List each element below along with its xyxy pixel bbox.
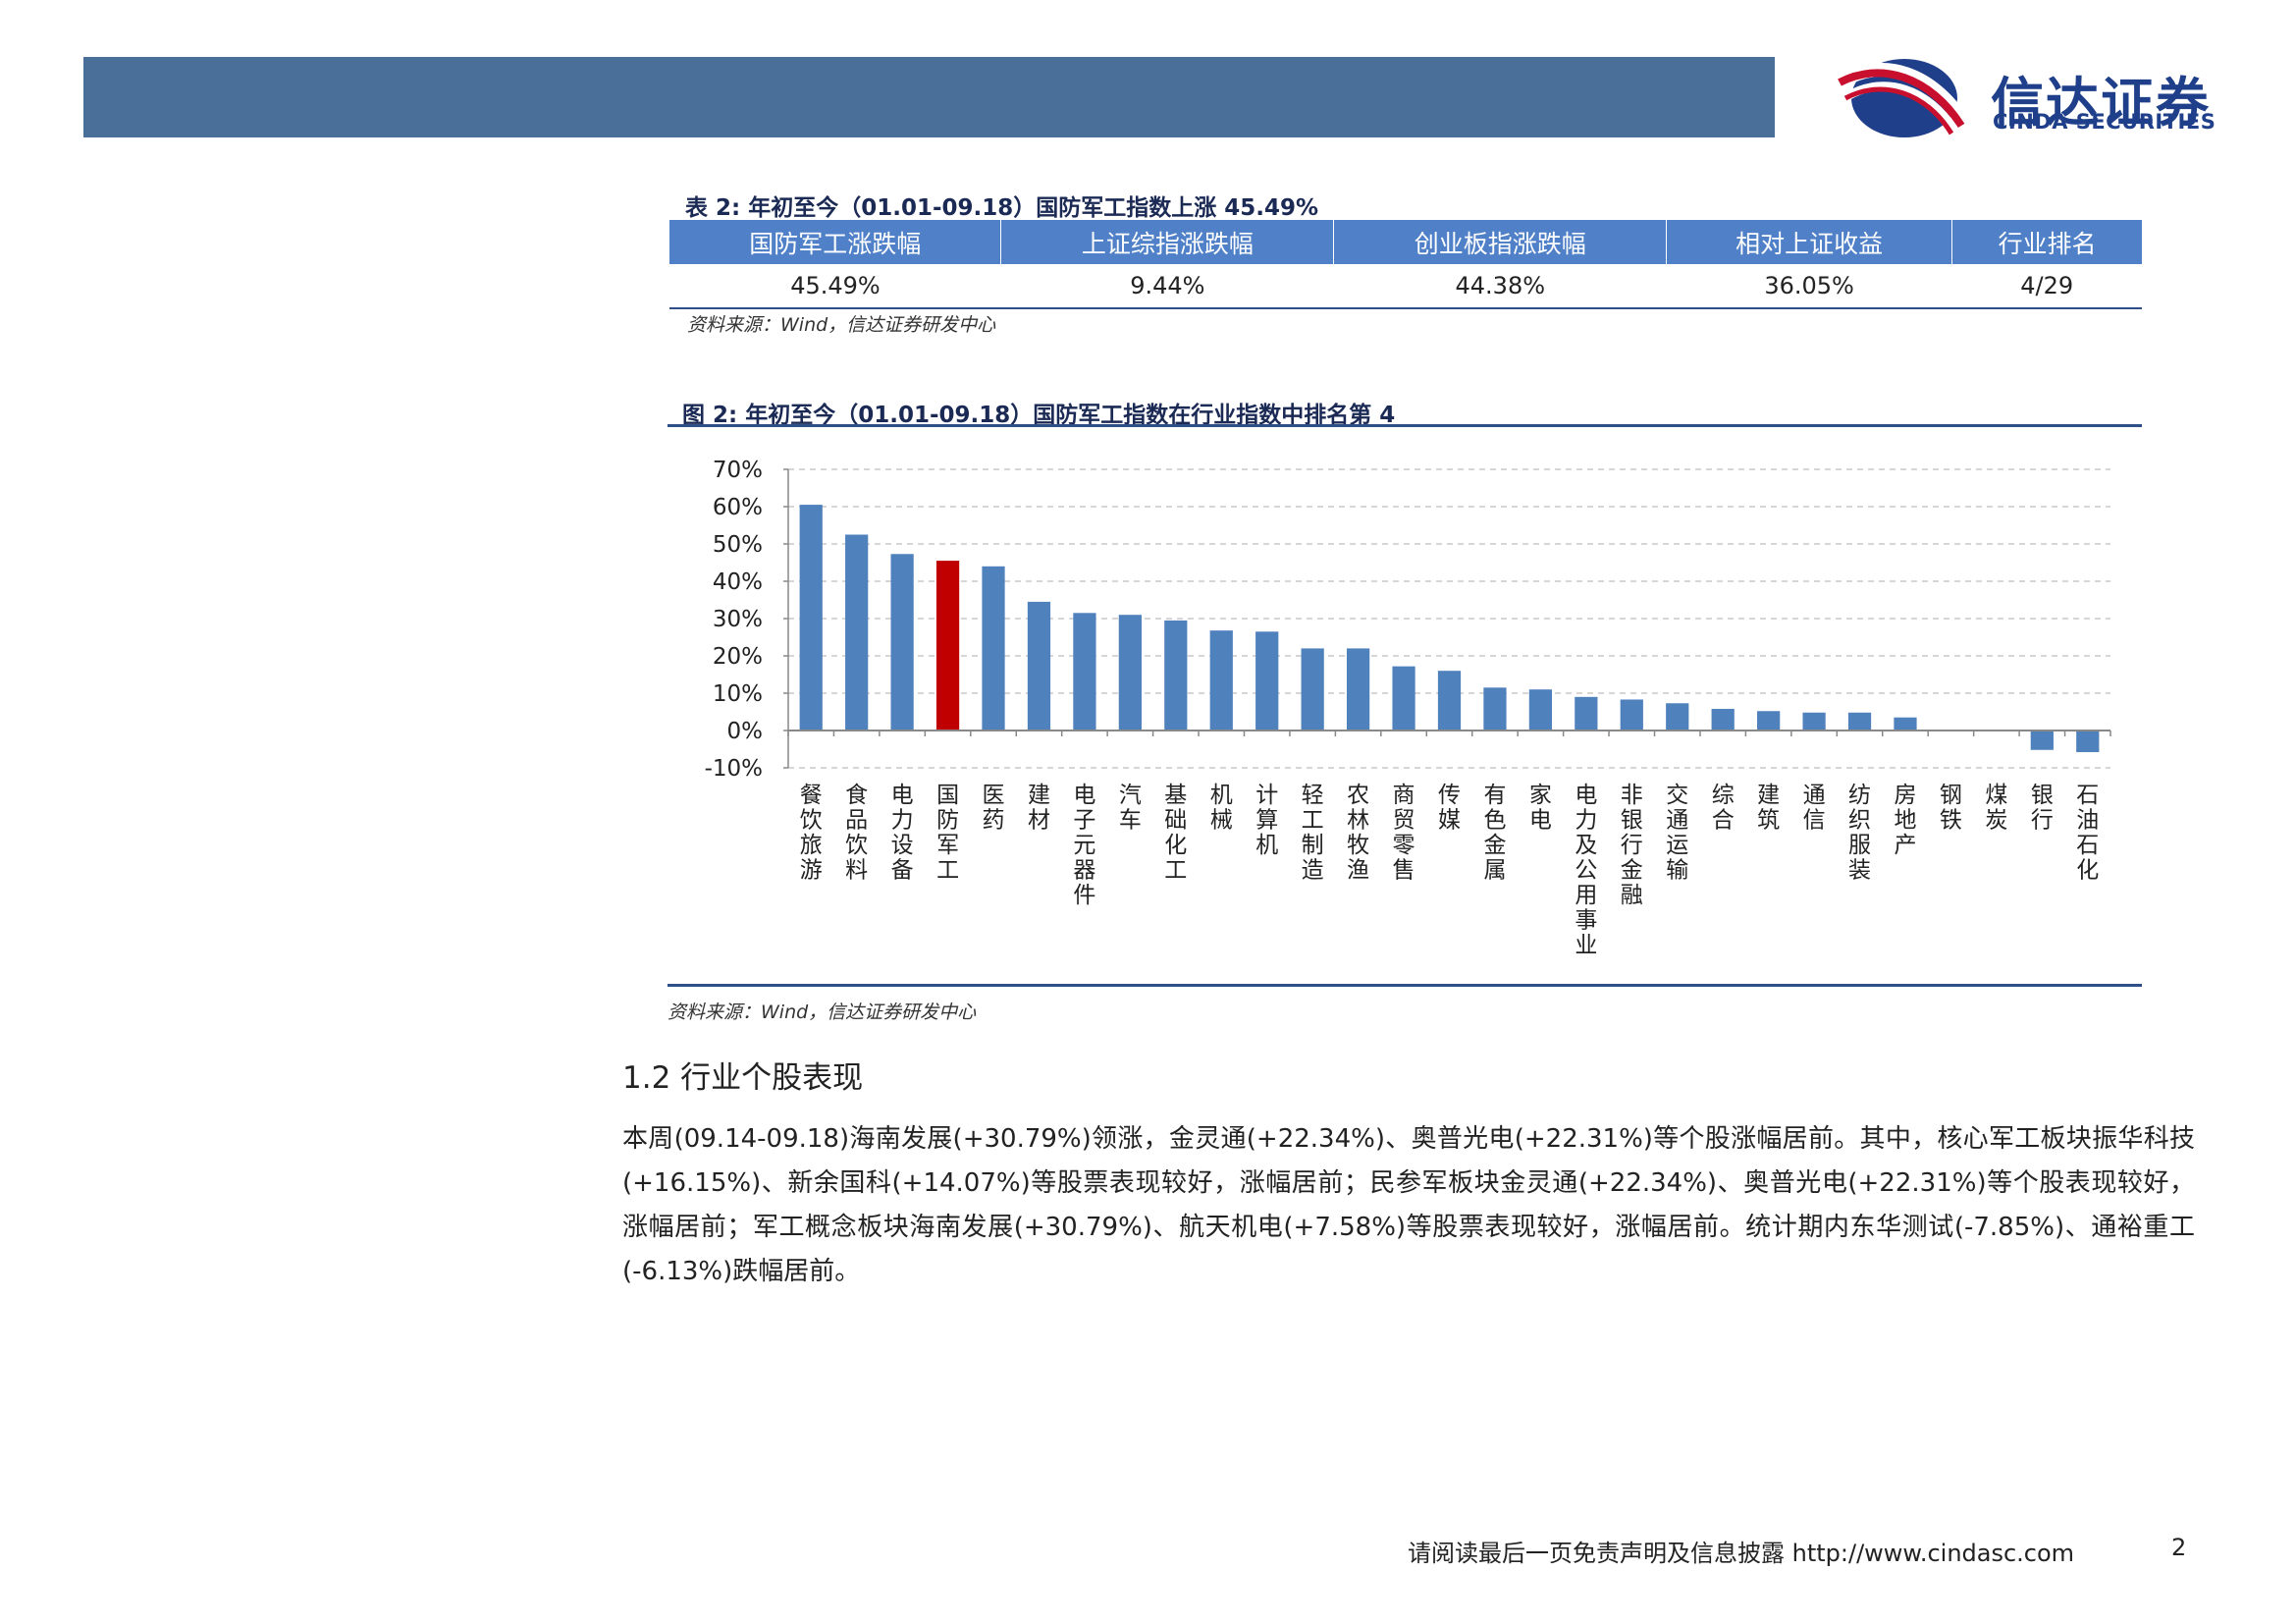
table-cell: 4/29: [1951, 264, 2142, 309]
x-category-label: 房地产: [1894, 783, 1916, 858]
bar: [1483, 687, 1507, 731]
bar: [1894, 717, 1917, 731]
x-category-label: 石油石化: [2076, 783, 2099, 884]
x-category-label: 传媒: [1438, 783, 1461, 834]
x-category-label: 交通运输: [1666, 783, 1688, 884]
figure-top-rule: [667, 424, 2142, 427]
bar: [1711, 708, 1735, 731]
bar: [1392, 666, 1415, 731]
bar: [1118, 615, 1142, 731]
y-tick-label: 60%: [713, 495, 763, 520]
bar: [982, 566, 1005, 731]
x-category-label: 煤炭: [1985, 783, 2007, 834]
x-category-label: 电力设备: [891, 783, 914, 884]
y-tick-label: -10%: [705, 756, 763, 782]
performance-table: 国防军工涨跌幅 上证综指涨跌幅 创业板指涨跌幅 相对上证收益 行业排名 45.4…: [669, 220, 2142, 309]
page-number: 2: [2171, 1534, 2187, 1561]
figure-caption: 图 2: 年初至今（01.01-09.18）国防军工指数在行业指数中排名第 4: [682, 403, 1396, 428]
x-category-label: 轻工制造: [1302, 783, 1324, 884]
x-category-label: 电子元器件: [1073, 783, 1095, 908]
bar: [1255, 631, 1279, 731]
header-banner: [83, 57, 1775, 137]
bar: [2076, 731, 2100, 753]
bar: [1027, 601, 1051, 731]
x-category-label: 国防军工: [936, 783, 959, 884]
x-category-label: 餐饮旅游: [800, 783, 823, 884]
y-tick-label: 30%: [713, 607, 763, 632]
x-category-label: 汽车: [1119, 783, 1142, 834]
y-tick-label: 70%: [713, 458, 763, 483]
figure-source: 资料来源：Wind，信达证券研发中心: [667, 1001, 977, 1023]
brand-name-en: CINDA SECURITIES: [1993, 110, 2216, 134]
bar: [1437, 671, 1462, 731]
bar: [1528, 689, 1553, 731]
bar: [1073, 613, 1096, 731]
industry-ranking-bar-chart: -10% 0% 10% 20% 30% 40% 50% 60% 70% 餐饮旅游食品饮料电力设备国…: [705, 458, 2111, 958]
bar: [890, 554, 914, 731]
table-header-cell: 国防军工涨跌幅: [669, 220, 1001, 264]
table-header-row: 国防军工涨跌幅 上证综指涨跌幅 创业板指涨跌幅 相对上证收益 行业排名: [669, 220, 2142, 264]
table-cell: 36.05%: [1666, 264, 1952, 309]
x-category-label: 计算机: [1255, 783, 1278, 858]
bar: [1620, 699, 1643, 731]
x-category-label: 电力及公用事业: [1575, 783, 1597, 958]
x-category-label: 基础化工: [1164, 783, 1187, 884]
bar: [1802, 712, 1826, 731]
bar: [845, 534, 869, 731]
table-header-cell: 创业板指涨跌幅: [1333, 220, 1667, 264]
table-header-cell: 上证综指涨跌幅: [1000, 220, 1334, 264]
table-cell: 45.49%: [669, 264, 1001, 309]
section-title: 1.2 行业个股表现: [622, 1060, 864, 1096]
bar: [935, 561, 960, 731]
bar: [1301, 648, 1324, 731]
bar: [2030, 731, 2054, 750]
bar: [1847, 712, 1872, 731]
x-category-label: 非银行金融: [1621, 783, 1643, 908]
bar: [1346, 648, 1370, 731]
table-header-cell: 相对上证收益: [1666, 220, 1952, 264]
bar: [1575, 696, 1598, 731]
bar: [799, 505, 823, 731]
footer-disclaimer: 请阅读最后一页免责声明及信息披露 http://www.cindasc.com: [1408, 1540, 2075, 1567]
y-tick-label: 0%: [727, 719, 764, 744]
x-category-label: 商贸零售: [1393, 783, 1415, 884]
x-category-label: 综合: [1712, 783, 1735, 834]
x-category-label: 农林牧渔: [1347, 783, 1369, 884]
y-tick-label: 10%: [713, 681, 763, 707]
x-category-label: 建材: [1028, 783, 1050, 834]
table-cell: 9.44%: [1000, 264, 1334, 309]
x-category-label: 钢铁: [1940, 783, 1962, 834]
y-tick-label: 50%: [713, 532, 763, 558]
x-category-label: 建筑: [1757, 783, 1780, 834]
y-tick-label: 40%: [713, 569, 763, 595]
bar: [1757, 711, 1781, 731]
y-tick-label: 20%: [713, 644, 763, 670]
x-category-label: 纺织服装: [1848, 783, 1871, 884]
x-category-label: 机械: [1210, 783, 1233, 834]
cinda-logo-icon: [1838, 59, 1969, 137]
table-caption: 表 2: 年初至今（01.01-09.18）国防军工指数上涨 45.49%: [685, 195, 1319, 221]
table-row: 45.49% 9.44% 44.38% 36.05% 4/29: [669, 264, 2142, 309]
bar: [1209, 630, 1233, 731]
x-category-label: 通信: [1803, 783, 1826, 834]
table-header-cell: 行业排名: [1950, 220, 2142, 264]
brand-name-cn: 信达证券: [1991, 72, 2211, 134]
bar: [1164, 620, 1188, 731]
x-category-label: 医药: [983, 783, 1005, 834]
x-category-label: 食品饮料: [845, 783, 868, 884]
x-category-label: 家电: [1529, 783, 1552, 834]
bar: [1666, 703, 1689, 731]
table-source: 资料来源：Wind，信达证券研发中心: [687, 314, 996, 336]
x-category-label: 银行: [2031, 783, 2054, 834]
x-category-label: 有色金属: [1483, 783, 1506, 884]
section-paragraph: 本周(09.14-09.18)海南发展(+30.79%)领涨，金灵通(+22.3…: [622, 1124, 2195, 1286]
table-cell: 44.38%: [1333, 264, 1667, 309]
figure-bottom-rule: [667, 984, 2142, 987]
